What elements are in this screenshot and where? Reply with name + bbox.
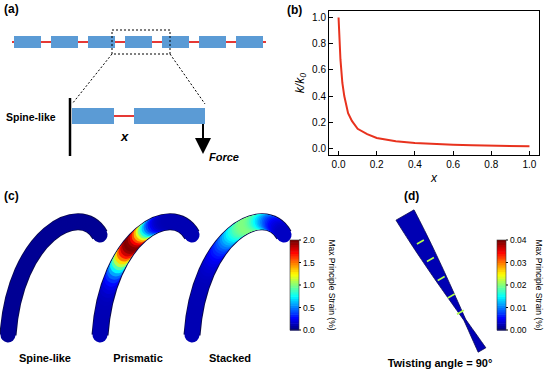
svg-text:(d): (d): [404, 189, 419, 203]
svg-text:2.0: 2.0: [303, 235, 315, 245]
svg-text:1.5: 1.5: [303, 258, 315, 268]
svg-text:Prismatic: Prismatic: [113, 352, 163, 364]
svg-text:Max Principle Strain (%): Max Principle Strain (%): [327, 239, 337, 330]
svg-text:x: x: [120, 129, 129, 144]
svg-text:0.04: 0.04: [510, 235, 527, 245]
svg-text:0.6: 0.6: [446, 159, 460, 170]
svg-text:0.0: 0.0: [312, 143, 326, 154]
svg-text:(a): (a): [4, 2, 19, 16]
svg-text:k/k₀: k/k₀: [293, 73, 307, 93]
svg-text:1.0: 1.0: [522, 159, 536, 170]
svg-text:0.8: 0.8: [312, 38, 326, 49]
svg-text:Force: Force: [209, 151, 239, 163]
svg-text:0.03: 0.03: [510, 258, 527, 268]
svg-text:Stacked: Stacked: [209, 352, 251, 364]
svg-text:0.02: 0.02: [510, 280, 527, 290]
svg-text:(b): (b): [287, 3, 302, 17]
svg-text:0.0: 0.0: [303, 325, 315, 335]
svg-text:0.00: 0.00: [510, 325, 527, 335]
svg-text:0.4: 0.4: [312, 91, 326, 102]
svg-text:0.8: 0.8: [484, 159, 498, 170]
svg-text:Spine-like: Spine-like: [6, 111, 56, 123]
svg-text:0.2: 0.2: [370, 159, 384, 170]
svg-text:Twisting angle = 90°: Twisting angle = 90°: [388, 357, 493, 369]
svg-text:0.5: 0.5: [303, 303, 315, 313]
svg-text:(c): (c): [4, 189, 19, 203]
svg-text:0.0: 0.0: [332, 159, 346, 170]
svg-text:1.0: 1.0: [312, 12, 326, 23]
svg-text:0.01: 0.01: [510, 303, 527, 313]
svg-text:0.2: 0.2: [312, 117, 326, 128]
svg-text:Max Principle Strain (%): Max Principle Strain (%): [534, 239, 544, 330]
svg-text:Spine-like: Spine-like: [19, 352, 71, 364]
svg-text:1.0: 1.0: [303, 280, 315, 290]
svg-text:0.6: 0.6: [312, 64, 326, 75]
svg-text:x: x: [430, 171, 438, 185]
svg-text:0.4: 0.4: [408, 159, 422, 170]
